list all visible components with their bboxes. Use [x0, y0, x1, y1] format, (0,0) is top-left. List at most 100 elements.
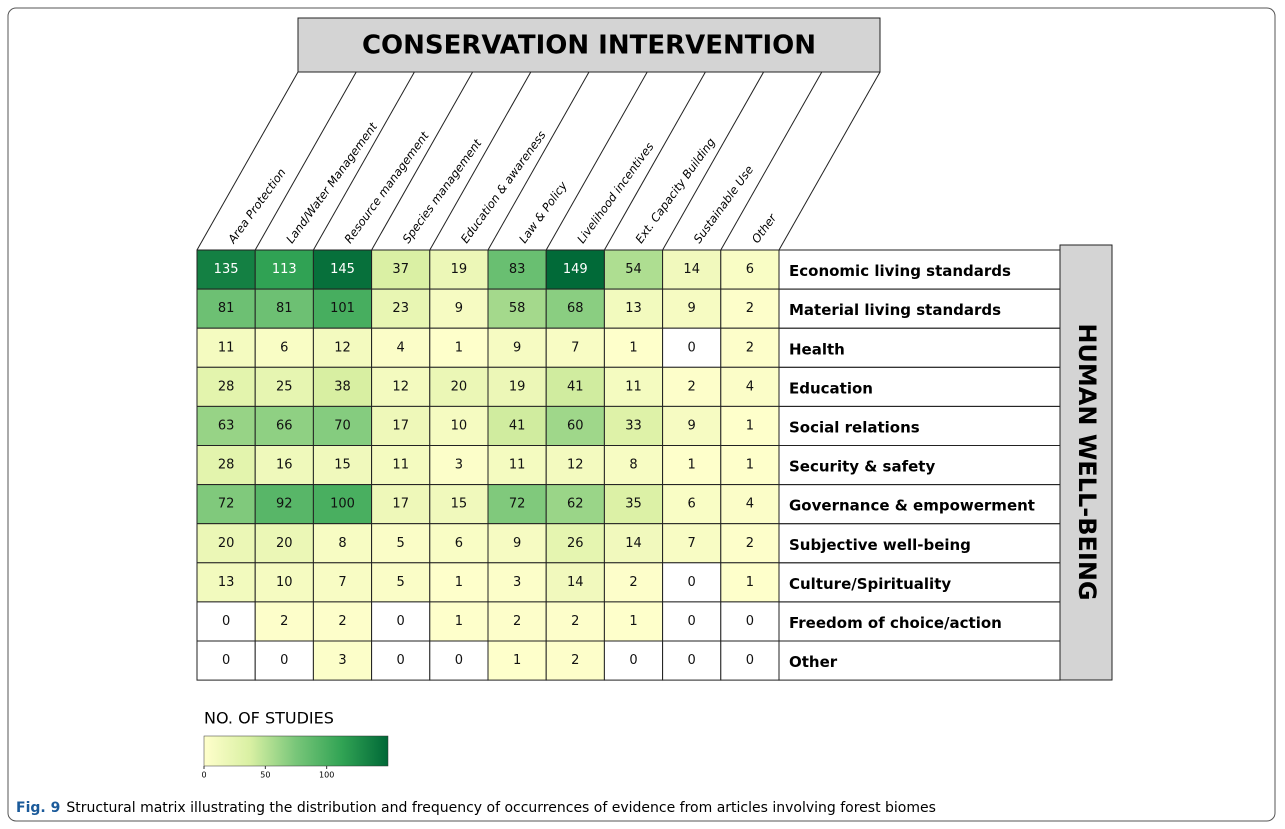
cell-label: 2 [746, 340, 754, 355]
cell-label: 12 [567, 458, 584, 473]
cell-label: 20 [218, 536, 235, 551]
cell-label: 1 [455, 340, 463, 355]
cell-label: 17 [392, 418, 409, 433]
cell-label: 66 [276, 418, 293, 433]
cell-label: 1 [746, 418, 754, 433]
cell-label: 1 [629, 340, 637, 355]
cell-label: 7 [688, 536, 696, 551]
cell-label: 83 [509, 262, 526, 277]
cell-label: 9 [513, 340, 521, 355]
caption-label: Fig. 9 [16, 800, 60, 816]
cell [545, 327, 605, 368]
cell [254, 601, 314, 642]
cell [429, 640, 489, 681]
cell-label: 58 [509, 301, 526, 316]
cell [487, 249, 547, 290]
cell [254, 562, 314, 603]
cell-label: 145 [330, 262, 355, 277]
cell-label: 113 [272, 262, 297, 277]
cell [487, 405, 547, 446]
header-divider [662, 71, 765, 251]
cell [254, 327, 314, 368]
cell-label: 9 [688, 301, 696, 316]
cell-label: 72 [509, 497, 526, 512]
cell-label: 72 [218, 497, 235, 512]
header-divider [312, 71, 415, 251]
cell-label: 19 [451, 262, 468, 277]
colorbar-tick-label: 100 [319, 771, 334, 780]
cell [662, 484, 722, 525]
cell [254, 445, 314, 486]
cell [545, 405, 605, 446]
cell-label: 0 [688, 575, 696, 590]
cell [254, 366, 314, 407]
cell-label: 3 [338, 653, 346, 668]
cell [429, 249, 489, 290]
cell [603, 249, 664, 290]
cell [662, 562, 722, 603]
cell [603, 640, 664, 681]
cell-label: 37 [392, 262, 409, 277]
cell-label: 19 [509, 379, 526, 394]
cell-label: 1 [455, 614, 463, 629]
cell-label: 3 [513, 575, 521, 590]
cell-label: 41 [567, 379, 584, 394]
header-divider [429, 71, 532, 251]
cell-label: 11 [218, 340, 235, 355]
cell [196, 366, 256, 407]
cell [254, 288, 314, 329]
cell-label: 10 [451, 418, 468, 433]
cell-label: 38 [334, 379, 351, 394]
cell [196, 288, 256, 329]
y-tick-label: Subjective well-being [789, 536, 971, 554]
cell-label: 7 [338, 575, 346, 590]
cell-label: 14 [625, 536, 642, 551]
header-divider [603, 71, 706, 251]
cell-label: 101 [330, 301, 355, 316]
y-tick-label: Social relations [789, 418, 920, 436]
cell-label: 2 [571, 653, 579, 668]
cell-label: 70 [334, 418, 351, 433]
cell-label: 81 [276, 301, 293, 316]
cell [254, 405, 314, 446]
caption: Fig. 9 Structural matrix illustrating the… [16, 800, 936, 816]
header-divider [487, 71, 590, 251]
cell-label: 12 [334, 340, 351, 355]
cell-label: 28 [218, 458, 235, 473]
cell-label: 0 [688, 614, 696, 629]
colorbar [203, 735, 389, 767]
cell [429, 405, 489, 446]
cell [720, 445, 780, 486]
cell [312, 523, 373, 564]
cell-label: 0 [222, 653, 230, 668]
cell [371, 640, 431, 681]
cell [603, 601, 664, 642]
cell [312, 288, 373, 329]
cell-label: 12 [392, 379, 409, 394]
cell-label: 8 [338, 536, 346, 551]
cell-label: 4 [746, 379, 754, 394]
cell-label: 28 [218, 379, 235, 394]
cell [545, 640, 605, 681]
cell [545, 523, 605, 564]
cell [545, 445, 605, 486]
cell [196, 523, 256, 564]
cell [429, 288, 489, 329]
cell-label: 100 [330, 497, 355, 512]
cell-label: 60 [567, 418, 584, 433]
cell-label: 0 [746, 653, 754, 668]
y-tick-label: Health [789, 340, 845, 358]
cell [662, 249, 722, 290]
caption-text: Structural matrix illustrating the distr… [66, 800, 936, 816]
cell [371, 601, 431, 642]
cell-label: 10 [276, 575, 293, 590]
y-title-box [1059, 244, 1113, 681]
cell [662, 445, 722, 486]
cell-label: 63 [218, 418, 235, 433]
cell-label: 2 [513, 614, 521, 629]
row-label-box [778, 640, 1061, 681]
cell-label: 9 [688, 418, 696, 433]
colorbar-tick-label: 0 [201, 771, 206, 780]
cell-label: 62 [567, 497, 584, 512]
cell [312, 640, 373, 681]
